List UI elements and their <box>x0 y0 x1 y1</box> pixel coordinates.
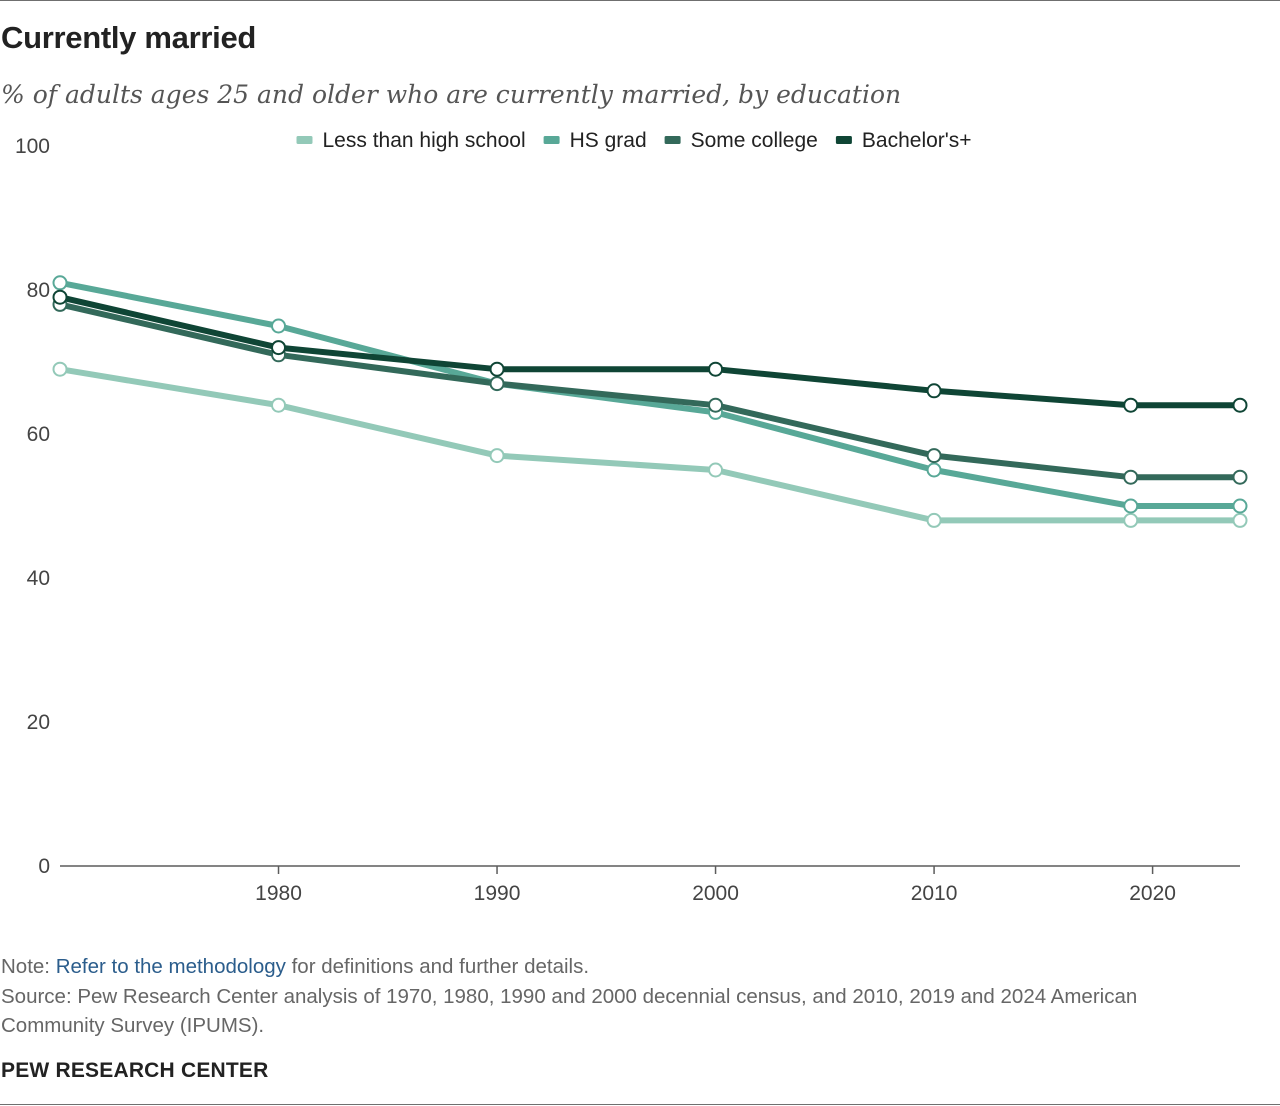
series-lines <box>57 279 1243 524</box>
y-tick-label-60: 60 <box>27 423 50 446</box>
legend-item-some-college: Some college <box>664 129 818 152</box>
point-less-than-high-school-2010 <box>926 512 942 528</box>
y-tick-label-0: 0 <box>38 855 50 878</box>
legend-item-bachelor-s: Bachelor's+ <box>835 129 972 152</box>
methodology-link[interactable]: Refer to the methodology <box>55 955 286 978</box>
x-axis: 1980 1990 2000 2010 2020 <box>60 865 1240 905</box>
series-line-some-college <box>57 301 1243 481</box>
brand-logo-text: PEW RESEARCH CENTER <box>1 1059 269 1082</box>
legend-item-less-than-high-school: Less than high school <box>296 129 526 152</box>
x-tick-label-1990: 1990 <box>474 882 521 905</box>
legend-swatch-some-college <box>664 136 681 144</box>
chart-subtitle: % of adults ages 25 and older who are cu… <box>1 80 902 109</box>
legend-swatch-less-than-high-school <box>296 136 313 144</box>
point-hs-grad-1980 <box>271 318 287 334</box>
legend-label-less-than-high-school: Less than high school <box>323 129 526 152</box>
point-less-than-high-school-2000 <box>708 462 724 478</box>
y-tick-label-20: 20 <box>27 711 50 734</box>
point-some-college-2024 <box>1232 469 1248 485</box>
x-tick-label-2020: 2020 <box>1129 882 1176 905</box>
point-less-than-high-school-2024 <box>1232 512 1248 528</box>
point-bachelor-s-1990 <box>489 361 505 377</box>
point-less-than-high-school-1980 <box>271 397 287 413</box>
point-less-than-high-school-1990 <box>489 448 505 464</box>
series-line-bachelor-s <box>57 294 1243 409</box>
y-tick-label-80: 80 <box>27 279 50 302</box>
source-text: Source: Pew Research Center analysis of … <box>1 985 1138 1037</box>
series-points <box>52 275 1248 528</box>
legend: Less than high school HS grad Some college… <box>296 129 972 152</box>
point-less-than-high-school-2019 <box>1123 512 1139 528</box>
chart-title: Currently married <box>1 20 257 55</box>
point-hs-grad-2010 <box>926 462 942 478</box>
y-tick-label-40: 40 <box>27 567 50 590</box>
legend-swatch-hs-grad <box>543 136 560 144</box>
x-tick-label-1980: 1980 <box>255 882 302 905</box>
point-hs-grad-2019 <box>1123 498 1139 514</box>
point-bachelor-s-1970 <box>52 289 68 305</box>
legend-item-hs-grad: HS grad <box>543 129 647 152</box>
point-some-college-2000 <box>708 397 724 413</box>
note-suffix: for definitions and further details. <box>285 955 590 978</box>
point-bachelor-s-2024 <box>1232 397 1248 413</box>
top-rule <box>0 0 1280 1</box>
point-bachelor-s-1980 <box>271 340 287 356</box>
x-tick-label-2000: 2000 <box>692 882 739 905</box>
y-tick-label-100: 100 <box>15 135 50 158</box>
point-hs-grad-1970 <box>52 275 68 291</box>
point-bachelor-s-2000 <box>708 361 724 377</box>
bottom-rule <box>0 1104 1280 1105</box>
x-tick-label-2010: 2010 <box>911 882 958 905</box>
legend-swatch-bachelor-s <box>835 136 852 144</box>
point-some-college-1990 <box>489 376 505 392</box>
legend-label-some-college: Some college <box>691 129 818 152</box>
legend-label-bachelor-s: Bachelor's+ <box>862 129 972 152</box>
point-bachelor-s-2019 <box>1123 397 1139 413</box>
series-line-less-than-high-school <box>57 366 1243 524</box>
y-axis: 0 20 40 60 80 100 <box>15 135 50 878</box>
point-less-than-high-school-1970 <box>52 361 68 377</box>
point-some-college-2010 <box>926 448 942 464</box>
point-hs-grad-2024 <box>1232 498 1248 514</box>
note: Note: Refer to the methodology for defin… <box>1 952 1271 982</box>
line-chart: Less than high school HS grad Some college… <box>15 129 1248 905</box>
legend-label-hs-grad: HS grad <box>570 129 647 152</box>
point-bachelor-s-2010 <box>926 383 942 399</box>
note-prefix: Note: <box>1 955 56 978</box>
point-some-college-2019 <box>1123 469 1139 485</box>
